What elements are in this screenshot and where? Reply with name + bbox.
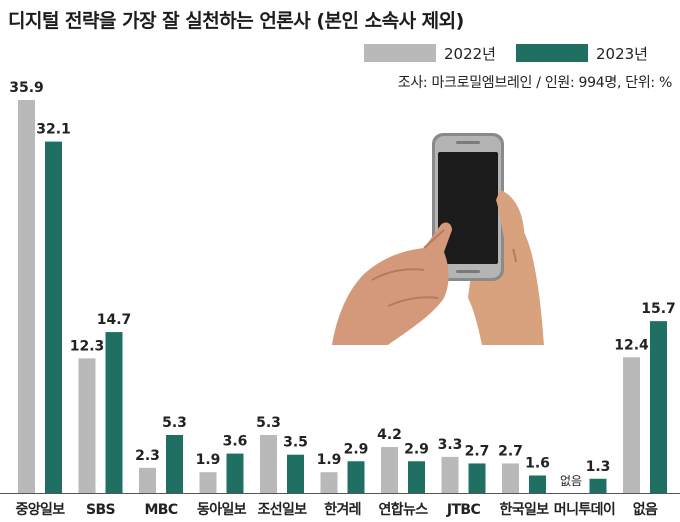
category-label: 조선일보 [257, 502, 307, 518]
data-label: 12.4 [614, 337, 649, 353]
data-label: 2.9 [344, 441, 369, 457]
data-label: 2.7 [465, 443, 490, 459]
data-label: 3.5 [283, 435, 308, 451]
data-label: 35.9 [9, 80, 44, 96]
data-label: 14.7 [97, 312, 132, 328]
bar [105, 332, 123, 493]
data-label: 2.3 [135, 448, 160, 464]
bar [623, 357, 640, 493]
data-label: 1.3 [586, 459, 611, 475]
legend-label-2022: 2022년 [444, 45, 496, 63]
missing-label: 없음 [560, 474, 582, 488]
category-label: 동아일보 [197, 501, 247, 518]
category-label: 한국일보 [499, 502, 549, 518]
bar [166, 434, 183, 493]
category-label: 중앙일보 [15, 501, 65, 518]
legend-swatch-2022 [364, 44, 436, 62]
data-label: 32.1 [36, 122, 71, 138]
category-label: 연합뉴스 [378, 501, 428, 518]
bar [260, 434, 277, 493]
bar [529, 475, 546, 493]
data-label: 5.3 [256, 415, 281, 431]
bar [320, 472, 338, 493]
bar [502, 463, 519, 493]
bar [18, 100, 35, 493]
bar [139, 467, 156, 493]
data-label: 5.3 [162, 415, 187, 431]
data-label: 2.9 [404, 441, 429, 457]
data-label: 3.6 [223, 434, 248, 450]
bar [287, 454, 304, 493]
bar [468, 463, 486, 493]
category-label: JTBC [446, 502, 481, 518]
bar [381, 447, 398, 493]
data-label: 4.2 [377, 427, 402, 443]
data-label: 1.9 [196, 452, 221, 468]
data-label: 1.9 [317, 452, 342, 468]
chart-title: 디지털 전략을 가장 잘 실천하는 언론사 (본인 소속사 제외) [8, 10, 464, 32]
bar [589, 478, 607, 493]
bar [78, 358, 96, 493]
bar [347, 461, 365, 493]
bar [650, 321, 667, 493]
bar [441, 456, 459, 493]
category-label: 한겨레 [324, 502, 361, 518]
legend-label-2023: 2023년 [596, 45, 648, 63]
category-label: 없음 [633, 502, 658, 518]
data-label: 1.6 [525, 455, 550, 471]
data-label: 12.3 [70, 338, 105, 354]
data-label: 3.3 [438, 437, 463, 453]
bar [408, 461, 425, 493]
legend-swatch-2023 [516, 44, 588, 62]
data-label: 15.7 [641, 301, 676, 317]
smartphone-in-hands-icon [332, 133, 544, 345]
category-label: MBC [144, 502, 177, 518]
bar [45, 141, 62, 494]
category-label: 머니투데이 [554, 501, 615, 518]
bar [199, 472, 217, 493]
source-note: 조사: 마크로밀엠브레인 / 인원: 994명, 단위: % [397, 75, 673, 91]
data-label: 2.7 [498, 443, 523, 459]
bar [226, 453, 244, 493]
category-label: SBS [86, 502, 116, 518]
